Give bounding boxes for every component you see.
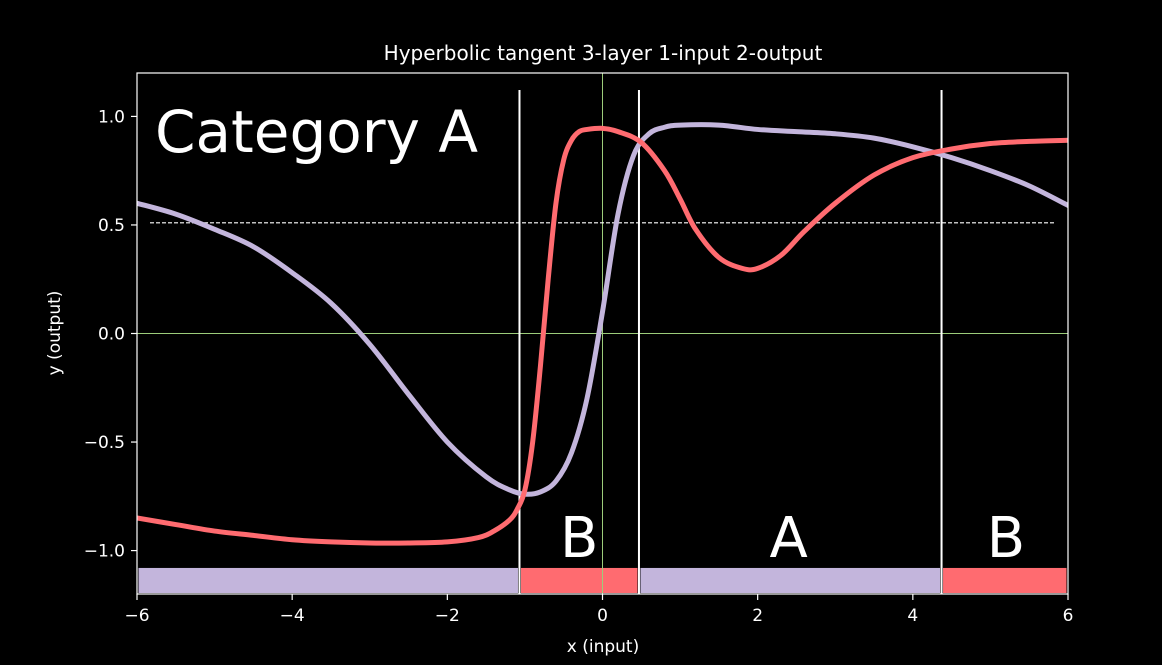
category-bar-4-b bbox=[943, 567, 1067, 593]
category-bar-2-b bbox=[520, 567, 638, 593]
series-line-b bbox=[137, 125, 1068, 546]
x-tick-label-3: −2 bbox=[435, 606, 460, 626]
category-annotation: Category A bbox=[155, 98, 478, 166]
y-axis-label: y (output) bbox=[45, 291, 65, 376]
category-bar-3-a bbox=[640, 567, 941, 593]
region-label-2: A bbox=[770, 506, 808, 571]
series-line-a bbox=[137, 122, 1068, 497]
y-tick-label-5: −1.0 bbox=[84, 542, 125, 562]
y-tick-label-1: 1.0 bbox=[98, 107, 125, 127]
region-label-3: B bbox=[987, 506, 1025, 571]
y-tick-label-4: −0.5 bbox=[84, 433, 125, 453]
chart-title: Hyperbolic tangent 3-layer 1-input 2-out… bbox=[384, 41, 823, 65]
x-tick-label-7: 6 bbox=[1063, 606, 1074, 626]
category-bar-1-a bbox=[138, 567, 518, 593]
region-label-1: B bbox=[560, 506, 598, 571]
x-tick-label-4: 0 bbox=[597, 606, 608, 626]
x-tick-label-6: 4 bbox=[907, 606, 918, 626]
y-tick-label-2: 0.5 bbox=[98, 216, 125, 236]
x-tick-label-5: 2 bbox=[752, 606, 763, 626]
axes: −6 −4 −2 0 2 4 6 1.0 0.5 0.0 −0.5 −1.0 bbox=[84, 72, 1074, 626]
x-tick-label-2: −4 bbox=[280, 606, 305, 626]
y-tick-label-3: 0.0 bbox=[98, 325, 125, 345]
x-axis-label: x (input) bbox=[567, 637, 639, 657]
x-tick-label-1: −6 bbox=[124, 606, 149, 626]
